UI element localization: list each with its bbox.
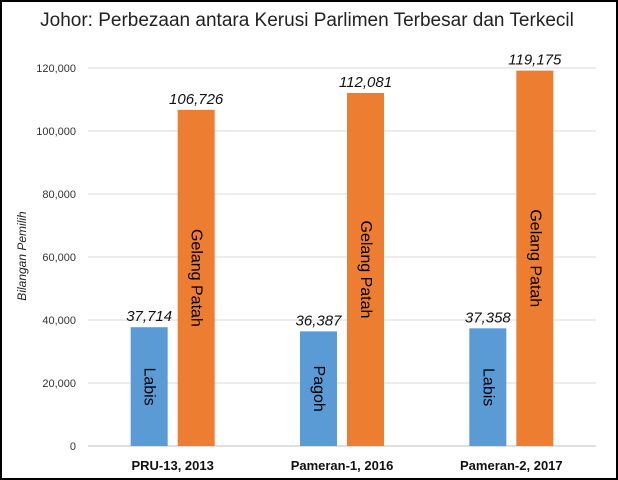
bar-constituency-label: Gelang Patah [357, 221, 374, 319]
bar-value-label: 106,726 [169, 91, 224, 108]
x-category-label: PRU-13, 2013 [131, 458, 213, 473]
bar-value-label: 112,081 [339, 74, 392, 91]
chart-title: Johor: Perbezaan antara Kerusi Parlimen … [40, 10, 574, 31]
bar [469, 328, 507, 446]
bar [516, 70, 554, 446]
bar-constituency-label: Gelang Patah [526, 209, 543, 307]
bar-value-label: 37,358 [465, 309, 512, 326]
y-tick-label: 40,000 [42, 315, 76, 327]
x-category-label: Pameran-1, 2016 [291, 458, 394, 473]
bar-constituency-label: Labis [479, 368, 496, 406]
bars [130, 70, 554, 446]
y-tick-label: 60,000 [42, 252, 76, 264]
y-axis-label: Bilangan Pemilih [15, 211, 29, 301]
y-axis-ticks: 0 20,000 40,000 60,000 80,000 100,000 120,000 [36, 63, 76, 453]
bar-value-label: 37,714 [126, 308, 172, 325]
y-tick-label: 0 [70, 441, 76, 453]
y-tick-label: 80,000 [42, 189, 76, 201]
bar [177, 109, 215, 446]
x-category-label: Pameran-2, 2017 [460, 458, 563, 473]
bar-constituency-label: Gelang Patah [188, 229, 205, 327]
bar-value-label: 36,387 [296, 312, 343, 329]
bar [130, 327, 168, 446]
y-tick-label: 120,000 [36, 63, 76, 75]
y-tick-label: 100,000 [36, 126, 76, 138]
data-labels: 37,714 Labis 106,726 Gelang Patah 36,387 Pago… [126, 52, 562, 412]
bar-constituency-label: Pagoh [310, 366, 327, 412]
x-axis-categories: PRU-13, 2013 Pameran-1, 2016 Pameran-2, 20… [131, 458, 562, 473]
bar [347, 92, 384, 446]
bar-value-label: 119,175 [508, 52, 562, 69]
bar [300, 331, 337, 446]
gridlines [88, 67, 596, 447]
y-tick-label: 20,000 [42, 378, 76, 390]
bar-constituency-label: Labis [141, 367, 158, 405]
